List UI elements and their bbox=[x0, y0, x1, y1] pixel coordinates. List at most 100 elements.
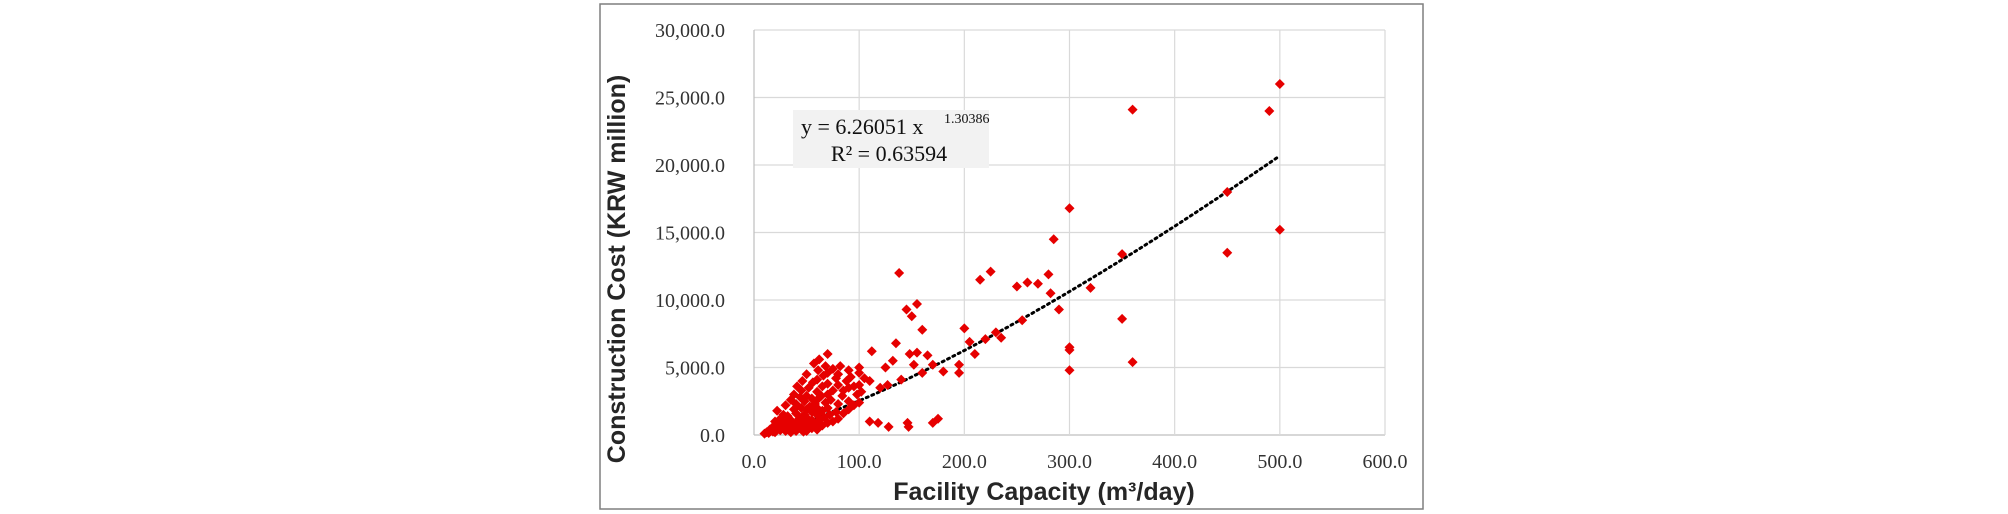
data-point bbox=[796, 385, 807, 396]
data-point bbox=[917, 367, 928, 378]
data-point bbox=[938, 366, 949, 377]
data-point bbox=[1274, 224, 1285, 235]
data-point bbox=[996, 332, 1007, 343]
data-point bbox=[827, 385, 838, 396]
data-point bbox=[901, 304, 912, 315]
data-point bbox=[833, 398, 844, 409]
data-point bbox=[1064, 344, 1075, 355]
data-point bbox=[903, 421, 914, 432]
data-point bbox=[894, 268, 905, 278]
x-tick-label: 100.0 bbox=[837, 451, 882, 473]
data-points bbox=[759, 79, 1285, 439]
data-point bbox=[1222, 247, 1233, 258]
x-tick-label: 600.0 bbox=[1363, 451, 1408, 473]
data-point bbox=[1222, 187, 1233, 197]
data-point bbox=[1127, 357, 1138, 368]
y-tick-label: 25,000.0 bbox=[655, 88, 725, 110]
trendline-exponent: 1.30386 bbox=[944, 112, 990, 127]
data-point bbox=[1011, 281, 1022, 292]
x-tick-label: 300.0 bbox=[1047, 451, 1092, 473]
data-point bbox=[1048, 234, 1059, 245]
data-point bbox=[822, 378, 833, 389]
data-point bbox=[864, 376, 875, 386]
data-point bbox=[812, 374, 823, 385]
data-point bbox=[912, 299, 923, 310]
data-point bbox=[827, 363, 838, 374]
data-point bbox=[854, 362, 865, 373]
data-point bbox=[780, 400, 791, 411]
y-tick-labels: 0.0 5,000.0 10,000.0 15,000.0 20,000.0 25,000… bbox=[655, 20, 725, 447]
data-point bbox=[866, 346, 877, 357]
x-tick-label: 500.0 bbox=[1257, 451, 1302, 473]
data-point bbox=[890, 338, 901, 349]
data-point bbox=[985, 266, 996, 277]
data-point bbox=[854, 367, 865, 378]
data-point bbox=[1053, 304, 1064, 315]
data-point bbox=[1022, 277, 1033, 288]
x-tick-label: 0.0 bbox=[742, 451, 767, 473]
y-tick-label: 10,000.0 bbox=[655, 290, 725, 312]
data-point bbox=[833, 380, 844, 391]
data-point bbox=[845, 371, 856, 382]
data-point bbox=[772, 405, 783, 416]
trendline-equation: y = 6.26051 x bbox=[801, 114, 923, 139]
data-point bbox=[887, 355, 898, 366]
data-point bbox=[990, 327, 1001, 338]
data-point bbox=[1064, 365, 1075, 376]
data-point bbox=[873, 417, 884, 428]
data-point bbox=[822, 349, 833, 359]
y-tick-label: 30,000.0 bbox=[655, 20, 725, 42]
data-point bbox=[908, 359, 919, 370]
data-point bbox=[813, 365, 824, 376]
data-point bbox=[835, 361, 846, 372]
data-point bbox=[954, 359, 965, 370]
data-point bbox=[1264, 106, 1275, 116]
y-tick-label: 15,000.0 bbox=[655, 223, 725, 245]
data-point bbox=[975, 274, 986, 285]
data-point bbox=[883, 421, 894, 432]
data-point bbox=[1064, 203, 1075, 214]
x-tick-label: 200.0 bbox=[942, 451, 987, 473]
data-point bbox=[1117, 313, 1128, 324]
data-point bbox=[864, 416, 875, 427]
data-point bbox=[964, 336, 975, 347]
data-point bbox=[880, 362, 891, 373]
data-point bbox=[797, 376, 808, 386]
data-point bbox=[833, 369, 844, 380]
data-point bbox=[912, 347, 923, 358]
chart-frame bbox=[599, 3, 1424, 510]
trendline-equation-box: y = 6.26051 x 1.30386 R² = 0.63594 bbox=[793, 110, 990, 168]
equation-box-background bbox=[793, 110, 989, 168]
x-axis-title: Facility Capacity (m³/day) bbox=[893, 478, 1194, 506]
data-point bbox=[1032, 278, 1043, 289]
data-point bbox=[854, 397, 865, 408]
data-point bbox=[1045, 288, 1056, 299]
trendline-r-squared: R² = 0.63594 bbox=[831, 141, 947, 166]
data-point bbox=[1127, 104, 1138, 115]
data-point bbox=[856, 386, 867, 397]
data-point bbox=[1117, 249, 1128, 260]
data-point bbox=[825, 394, 836, 405]
data-point bbox=[959, 323, 970, 334]
data-point bbox=[917, 324, 928, 335]
data-point bbox=[882, 380, 893, 391]
data-point bbox=[1017, 315, 1028, 326]
data-point bbox=[833, 413, 844, 424]
data-point bbox=[927, 359, 938, 370]
data-point bbox=[875, 382, 886, 393]
x-tick-labels: 0.0 100.0 200.0 300.0 400.0 500.0 600.0 bbox=[742, 451, 1408, 473]
data-point bbox=[980, 334, 991, 345]
data-point bbox=[969, 349, 980, 359]
data-point bbox=[896, 374, 907, 385]
data-point bbox=[922, 350, 933, 361]
x-tick-label: 400.0 bbox=[1152, 451, 1197, 473]
data-point bbox=[906, 311, 917, 322]
data-point bbox=[814, 354, 825, 365]
y-tick-label: 5,000.0 bbox=[665, 358, 725, 380]
y-tick-label: 20,000.0 bbox=[655, 155, 725, 177]
data-point bbox=[1085, 282, 1096, 293]
data-point bbox=[954, 367, 965, 378]
y-axis-title: Construction Cost (KRW million) bbox=[603, 75, 631, 463]
data-point bbox=[1274, 79, 1285, 89]
